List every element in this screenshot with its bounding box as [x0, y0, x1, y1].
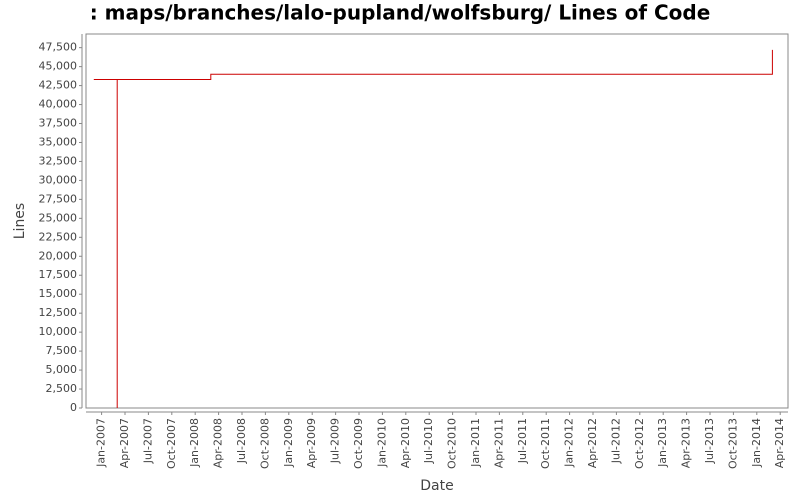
y-tick-label: 35,000 [39, 135, 78, 148]
y-tick-label: 2,500 [46, 382, 78, 395]
plot-area [85, 33, 789, 409]
x-tick-label: Jan-2010 [375, 418, 388, 468]
y-tick-label: 20,000 [39, 249, 78, 262]
y-tick-label: 7,500 [46, 344, 78, 357]
x-tick-label: Jul-2008 [235, 418, 248, 464]
x-tick-label: Jul-2007 [141, 418, 154, 464]
x-tick-label: Jul-2010 [422, 418, 435, 464]
x-tick-label: Jan-2009 [282, 418, 295, 468]
y-tick-label: 45,000 [39, 60, 78, 73]
y-tick-label: 12,500 [39, 306, 78, 319]
x-tick-label: Apr-2007 [118, 418, 131, 468]
x-tick-label: Apr-2010 [399, 418, 412, 468]
y-tick-label: 40,000 [39, 98, 78, 111]
y-tick-label: 42,500 [39, 79, 78, 92]
y-tick-label: 32,500 [39, 154, 78, 167]
y-tick-label: 37,500 [39, 117, 78, 130]
x-tick-label: Oct-2008 [258, 418, 271, 469]
y-tick-label: 25,000 [39, 211, 78, 224]
x-tick-label: Jul-2009 [329, 418, 342, 464]
x-tick-label: Jul-2013 [703, 418, 716, 464]
y-axis-label: Lines [12, 203, 28, 239]
x-tick-label: Apr-2008 [212, 418, 225, 468]
x-tick-label: Apr-2011 [492, 418, 505, 468]
y-tick-label: 30,000 [39, 173, 78, 186]
x-tick-label: Oct-2010 [446, 418, 459, 469]
y-tick-label: 47,500 [39, 41, 78, 54]
x-tick-label: Apr-2009 [305, 418, 318, 468]
x-tick-label: Jan-2008 [188, 418, 201, 468]
y-tick-label: 0 [70, 401, 77, 414]
x-tick-label: Jan-2007 [95, 418, 108, 468]
y-tick-label: 27,500 [39, 192, 78, 205]
series-line [93, 49, 773, 408]
x-tick-label: Jan-2011 [469, 418, 482, 468]
x-tick-label: Jul-2012 [609, 418, 622, 464]
x-tick-label: Apr-2013 [680, 418, 693, 468]
x-tick-label: Oct-2013 [726, 418, 739, 469]
y-tick-label: 10,000 [39, 325, 78, 338]
x-tick-label: Jan-2013 [656, 418, 669, 468]
x-tick-label: Apr-2014 [773, 418, 786, 468]
x-tick-label: Oct-2009 [352, 418, 365, 469]
y-tick-label: 22,500 [39, 230, 78, 243]
x-tick-label: Apr-2012 [586, 418, 599, 468]
x-tick-label: Oct-2007 [165, 418, 178, 469]
x-tick-label: Jan-2014 [750, 418, 763, 468]
chart-title: : maps/branches/lalo-pupland/wolfsburg/ … [90, 1, 711, 25]
x-tick-label: Jan-2012 [563, 418, 576, 468]
x-axis-label: Date [420, 478, 453, 494]
y-tick-label: 15,000 [39, 287, 78, 300]
y-tick-label: 17,500 [39, 268, 78, 281]
x-tick-label: Oct-2012 [633, 418, 646, 469]
x-tick-label: Jul-2011 [516, 418, 529, 464]
y-tick-label: 5,000 [46, 363, 78, 376]
x-tick-label: Oct-2011 [539, 418, 552, 469]
